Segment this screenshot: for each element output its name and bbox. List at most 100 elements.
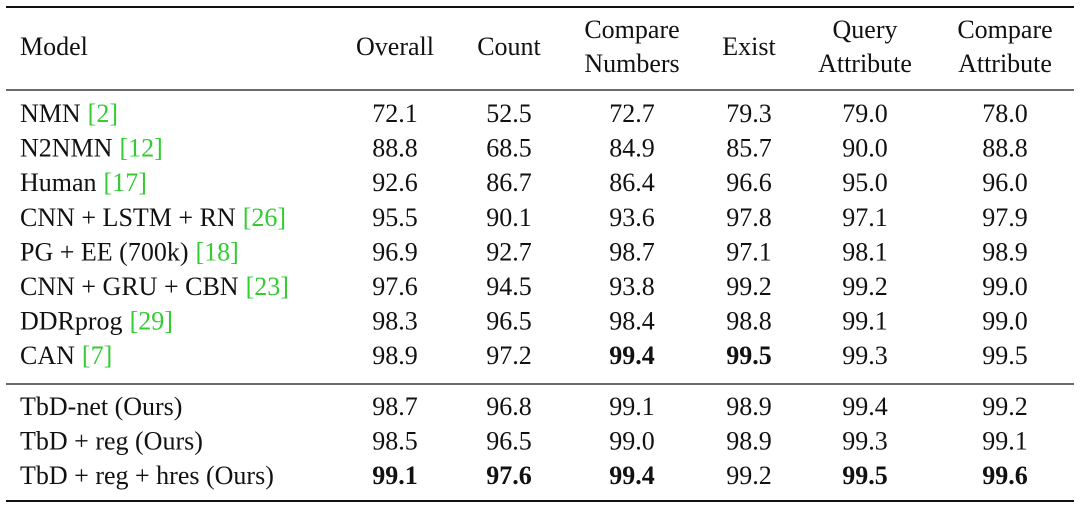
column-header: Overall [356,32,434,61]
citation: [18] [195,237,238,266]
score-cell: 93.6 [609,203,655,232]
citation: [2] [88,99,118,128]
model-name: CNN + LSTM + RN [26] [20,203,286,232]
score-cell: 99.2 [982,392,1028,421]
column-header: Numbers [584,49,679,78]
model-name: NMN [2] [20,99,118,128]
citation: [7] [82,341,112,370]
score-cell: 99.1 [842,307,888,336]
column-header: Exist [722,32,776,61]
score-cell: 86.7 [486,168,532,197]
model-text: PG + EE (700k) [20,237,188,266]
score-cell: 96.0 [982,168,1028,197]
score-cell: 78.0 [982,99,1028,128]
score-cell: 99.1 [609,392,655,421]
score-cell: 98.9 [982,237,1028,266]
score-cell: 95.5 [372,203,418,232]
score-cell: 99.3 [842,341,888,370]
score-cell: 99.5 [842,461,888,490]
score-cell: 98.9 [372,341,418,370]
score-cell: 98.1 [842,237,888,266]
score-cell: 99.2 [842,272,888,301]
score-cell: 99.5 [726,341,772,370]
score-cell: 90.1 [486,203,532,232]
model-name: Human [17] [20,168,147,197]
column-header: Model [20,32,88,61]
score-cell: 99.4 [609,461,655,490]
model-text: NMN [20,99,81,128]
score-cell: 98.3 [372,307,418,336]
score-cell: 85.7 [726,134,772,163]
score-cell: 99.5 [982,341,1028,370]
score-cell: 99.1 [982,427,1028,456]
score-cell: 98.9 [726,392,772,421]
column-header: Query [833,15,898,44]
model-name: TbD-net (Ours) [20,392,182,421]
score-cell: 79.0 [842,99,888,128]
score-cell: 99.4 [842,392,888,421]
model-name: DDRprog [29] [20,307,173,336]
score-cell: 86.4 [609,168,655,197]
score-cell: 92.7 [486,237,532,266]
column-header: Count [477,32,541,61]
score-cell: 97.1 [726,237,772,266]
model-name: N2NMN [12] [20,134,163,163]
score-cell: 88.8 [982,134,1028,163]
column-header: Attribute [958,49,1052,78]
score-cell: 84.9 [609,134,655,163]
score-cell: 99.6 [982,461,1028,490]
citation: [26] [243,203,286,232]
model-text: CAN [20,341,75,370]
model-text: N2NMN [20,134,113,163]
model-text: CNN + LSTM + RN [20,203,236,232]
citation: [17] [104,168,147,197]
score-cell: 99.1 [372,461,418,490]
score-cell: 96.5 [486,307,532,336]
score-cell: 97.6 [372,272,418,301]
citation: [23] [246,272,289,301]
score-cell: 97.1 [842,203,888,232]
score-cell: 72.1 [372,99,418,128]
column-header: Compare [957,15,1052,44]
model-text: TbD + reg (Ours) [20,427,203,456]
score-cell: 97.8 [726,203,772,232]
citation: [29] [130,307,173,336]
model-name: TbD + reg (Ours) [20,427,203,456]
score-cell: 96.6 [726,168,772,197]
score-cell: 94.5 [486,272,532,301]
score-cell: 99.3 [842,427,888,456]
score-cell: 98.5 [372,427,418,456]
score-cell: 98.9 [726,427,772,456]
score-cell: 98.4 [609,307,655,336]
score-cell: 92.6 [372,168,418,197]
model-name: CNN + GRU + CBN [23] [20,272,289,301]
column-header: Attribute [818,49,912,78]
score-cell: 88.8 [372,134,418,163]
score-cell: 99.4 [609,341,655,370]
score-cell: 97.6 [486,461,532,490]
model-text: Human [20,168,97,197]
score-cell: 99.2 [726,461,772,490]
score-cell: 93.8 [609,272,655,301]
column-header: Compare [584,15,679,44]
score-cell: 96.8 [486,392,532,421]
score-cell: 98.8 [726,307,772,336]
score-cell: 95.0 [842,168,888,197]
model-text: CNN + GRU + CBN [20,272,239,301]
score-cell: 99.0 [982,307,1028,336]
score-cell: 97.9 [982,203,1028,232]
score-cell: 79.3 [726,99,772,128]
model-name: PG + EE (700k) [18] [20,237,239,266]
score-cell: 72.7 [609,99,655,128]
model-name: TbD + reg + hres (Ours) [20,461,274,490]
model-text: TbD-net (Ours) [20,392,182,421]
model-text: TbD + reg + hres (Ours) [20,461,274,490]
citation: [12] [119,134,162,163]
score-cell: 99.2 [726,272,772,301]
score-cell: 99.0 [982,272,1028,301]
score-cell: 90.0 [842,134,888,163]
score-cell: 96.9 [372,237,418,266]
model-name: CAN [7] [20,341,112,370]
score-cell: 96.5 [486,427,532,456]
